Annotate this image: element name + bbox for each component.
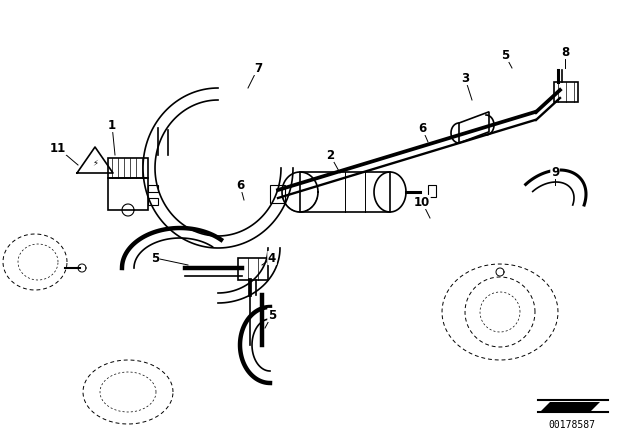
Text: 5: 5 bbox=[151, 251, 159, 264]
Text: 11: 11 bbox=[50, 142, 66, 155]
Text: 5: 5 bbox=[501, 48, 509, 61]
Text: 8: 8 bbox=[561, 46, 569, 59]
Text: 7: 7 bbox=[254, 61, 262, 74]
Text: 9: 9 bbox=[551, 165, 559, 178]
Text: 6: 6 bbox=[236, 178, 244, 191]
Text: ⚡: ⚡ bbox=[92, 159, 98, 168]
Text: 00178587: 00178587 bbox=[548, 420, 595, 430]
Text: 6: 6 bbox=[418, 121, 426, 134]
Text: 1: 1 bbox=[108, 119, 116, 132]
Text: 3: 3 bbox=[461, 72, 469, 85]
Text: 10: 10 bbox=[414, 195, 430, 208]
Text: 4: 4 bbox=[268, 251, 276, 264]
Text: 5: 5 bbox=[268, 309, 276, 322]
Polygon shape bbox=[540, 402, 600, 412]
Text: 2: 2 bbox=[326, 148, 334, 161]
